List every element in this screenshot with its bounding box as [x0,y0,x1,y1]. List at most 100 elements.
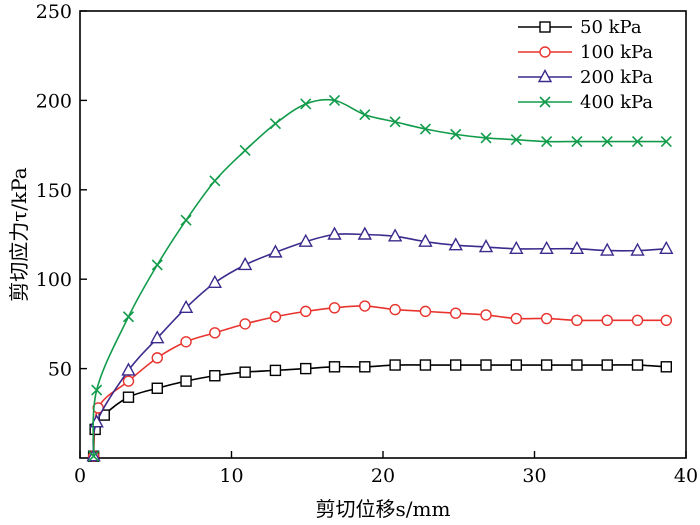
legend-label: 100 kPa [580,42,653,63]
legend-label: 200 kPa [580,67,653,88]
series-layer [86,94,674,462]
data-point [509,240,524,255]
data-point [510,359,523,371]
data-point [539,21,551,33]
data-point [569,240,585,255]
data-point [630,242,645,256]
series-line [92,98,667,457]
legend-item: 100 kPa [518,42,653,63]
data-point [480,309,492,321]
data-point [387,228,403,242]
data-point [480,132,492,144]
data-point [359,300,371,312]
data-point [600,242,615,256]
data-point [389,303,401,316]
data-point [571,135,583,148]
data-point [122,391,135,403]
data-point [541,135,553,148]
data-point [450,359,462,371]
data-point [300,305,312,318]
data-point [300,98,312,110]
x-tick-label: 20 [371,465,395,487]
data-point [327,226,342,240]
x-tick-label: 0 [74,465,86,487]
legend-label: 50 kPa [580,17,642,38]
data-point [418,233,433,247]
data-point [450,307,462,319]
data-point [571,314,583,327]
data-point [359,109,371,121]
data-point [419,359,432,371]
data-point [269,118,282,130]
data-point [510,312,523,325]
data-point [659,240,674,255]
data-point [450,128,462,140]
data-point [631,135,644,148]
data-point [180,214,192,226]
data-point [268,244,283,258]
data-point [269,364,282,377]
legend-item: 50 kPa [518,17,642,38]
data-point [601,135,613,148]
series-400-kpa [88,94,672,462]
data-point [359,361,371,373]
data-point [298,233,313,247]
data-point [537,69,553,83]
data-point [419,123,431,135]
data-point [389,359,401,371]
data-point [88,450,100,462]
y-tick-label: 50 [48,359,72,381]
series-200-kpa [86,226,674,462]
data-point [660,361,673,373]
data-point [151,259,163,271]
data-point [539,96,551,108]
data-point [209,327,221,339]
data-point [631,314,644,327]
legend-label: 400 kPa [580,92,653,113]
x-tick-label: 30 [522,465,546,487]
legend-item: 200 kPa [518,67,653,88]
x-axis-label: 剪切位移s/mm [316,497,451,521]
data-point [328,361,341,373]
y-tick-label: 250 [36,1,72,23]
data-point [478,239,494,253]
data-point [209,175,221,187]
data-point [540,312,553,325]
data-point [539,46,551,58]
legend: 50 kPa 100 kPa 200 kPa 400 kPa [518,17,653,113]
x-tick-label: 10 [219,465,243,487]
data-point [239,366,251,378]
data-point [269,311,282,323]
data-point [239,318,251,330]
axis-ticks: 0 10 20 30 40 50 100 150 200 250 [36,1,698,487]
data-point [180,336,192,348]
data-point [150,330,165,344]
data-point [601,359,613,371]
data-point [480,359,492,371]
data-point [571,359,583,371]
data-point [237,256,253,271]
series-50-kpa [87,359,673,462]
data-point [209,370,221,382]
data-point [601,314,613,327]
data-point [419,305,432,318]
data-point [357,226,372,240]
data-point [180,375,192,387]
series-line [92,364,667,457]
data-point [389,116,401,128]
data-point [660,135,672,148]
y-tick-label: 150 [36,180,72,202]
data-point [328,94,341,106]
x-tick-label: 40 [674,465,698,487]
data-point [151,382,163,394]
series-line [92,305,667,457]
data-point [448,237,463,251]
data-point [510,134,522,146]
data-point [122,311,135,323]
data-point [151,352,163,364]
y-tick-label: 100 [36,269,72,291]
data-point [121,362,136,376]
data-point [539,240,554,255]
